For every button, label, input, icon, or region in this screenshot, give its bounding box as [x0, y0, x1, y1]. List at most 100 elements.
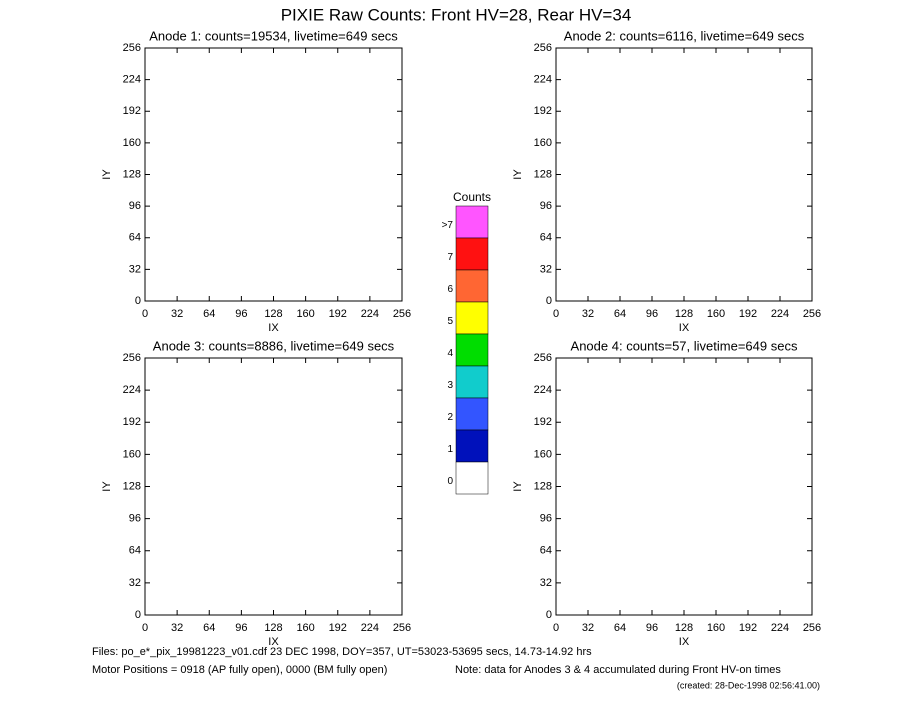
x-tick-label: 160: [296, 622, 314, 634]
y-tick-label: 128: [534, 480, 552, 492]
x-tick-label: 160: [707, 308, 725, 320]
plot-frame: [555, 357, 813, 616]
colorbar-cell: [455, 205, 489, 239]
x-tick-label: 96: [235, 622, 247, 634]
panel-title: Anode 4: counts=57, livetime=649 secs: [571, 338, 798, 353]
y-tick-label: 96: [540, 200, 552, 212]
colorbar-label: 0: [447, 476, 453, 487]
x-axis-label: IX: [268, 322, 279, 334]
x-tick-label: 96: [646, 622, 658, 634]
y-tick-label: 32: [540, 577, 552, 589]
x-tick-label: 32: [171, 622, 183, 634]
y-tick-label: 224: [123, 74, 141, 86]
colorbar-label: 6: [447, 284, 453, 295]
y-tick-label: 160: [123, 137, 141, 149]
y-tick-label: 128: [123, 168, 141, 180]
y-tick-label: 32: [129, 577, 141, 589]
x-tick-label: 64: [614, 622, 626, 634]
colorbar-cell: [455, 333, 489, 367]
colorbar-cell: [455, 429, 489, 463]
y-tick-label: 32: [540, 263, 552, 275]
y-tick-label: 0: [135, 295, 141, 307]
x-tick-label: 224: [771, 622, 789, 634]
y-tick-label: 256: [123, 352, 141, 364]
y-tick-label: 32: [129, 263, 141, 275]
y-axis-label: IY: [101, 169, 113, 180]
x-tick-label: 192: [739, 308, 757, 320]
y-tick-label: 0: [546, 609, 552, 621]
x-tick-label: 32: [171, 308, 183, 320]
plot-frame: [144, 357, 403, 616]
x-tick-label: 128: [264, 622, 282, 634]
y-tick-label: 256: [534, 42, 552, 54]
colorbar-cell: [455, 301, 489, 335]
panel-title: Anode 3: counts=8886, livetime=649 secs: [153, 338, 395, 353]
y-tick-label: 256: [534, 352, 552, 364]
x-tick-label: 0: [553, 308, 559, 320]
x-tick-label: 64: [203, 308, 215, 320]
colorbar-label: 7: [447, 252, 453, 263]
footer-created: (created: 28-Dec-1998 02:56:41.00): [677, 680, 820, 690]
colorbar-cell: [455, 365, 489, 399]
y-tick-label: 0: [135, 609, 141, 621]
x-tick-label: 224: [361, 308, 379, 320]
colorbar-cell: [455, 461, 489, 495]
footer-motor: Motor Positions = 0918 (AP fully open), …: [92, 664, 387, 676]
y-tick-label: 192: [123, 416, 141, 428]
colorbar-cell: [455, 237, 489, 271]
x-tick-label: 192: [329, 308, 347, 320]
y-tick-label: 96: [540, 513, 552, 525]
colorbar-label: 2: [447, 412, 453, 423]
y-tick-label: 64: [129, 545, 141, 557]
colorbar-label: >7: [442, 220, 454, 231]
x-tick-label: 96: [646, 308, 658, 320]
y-tick-label: 64: [540, 545, 552, 557]
y-tick-label: 256: [123, 42, 141, 54]
y-tick-label: 128: [123, 480, 141, 492]
colorbar-label: 4: [447, 348, 453, 359]
y-tick-label: 192: [534, 105, 552, 117]
y-tick-label: 160: [123, 448, 141, 460]
x-tick-label: 128: [675, 308, 693, 320]
y-tick-label: 160: [534, 448, 552, 460]
x-tick-label: 256: [803, 622, 821, 634]
x-tick-label: 0: [142, 308, 148, 320]
plot-frame: [555, 47, 813, 302]
y-axis-label: IY: [512, 481, 524, 492]
y-axis-label: IY: [101, 481, 113, 492]
x-tick-label: 160: [296, 308, 314, 320]
colorbar-label: 5: [447, 316, 453, 327]
x-tick-label: 256: [393, 622, 411, 634]
x-axis-label: IX: [679, 636, 690, 648]
colorbar-label: 3: [447, 380, 453, 391]
y-tick-label: 128: [534, 168, 552, 180]
panel-title: Anode 1: counts=19534, livetime=649 secs: [149, 28, 398, 43]
footer-files: Files: po_e*_pix_19981223_v01.cdf 23 DEC…: [92, 646, 592, 658]
y-tick-label: 192: [123, 105, 141, 117]
x-tick-label: 256: [393, 308, 411, 320]
x-tick-label: 0: [142, 622, 148, 634]
y-tick-label: 0: [546, 295, 552, 307]
y-tick-label: 96: [129, 513, 141, 525]
x-tick-label: 0: [553, 622, 559, 634]
main-title: PIXIE Raw Counts: Front HV=28, Rear HV=3…: [281, 5, 632, 24]
x-tick-label: 64: [614, 308, 626, 320]
y-tick-label: 224: [534, 384, 552, 396]
colorbar-label: 1: [447, 444, 453, 455]
y-tick-label: 160: [534, 137, 552, 149]
x-tick-label: 32: [582, 308, 594, 320]
panel-title: Anode 2: counts=6116, livetime=649 secs: [564, 28, 805, 43]
y-tick-label: 64: [129, 232, 141, 244]
x-tick-label: 256: [803, 308, 821, 320]
y-tick-label: 224: [534, 74, 552, 86]
colorbar-cell: [455, 397, 489, 431]
y-tick-label: 192: [534, 416, 552, 428]
y-tick-label: 96: [129, 200, 141, 212]
y-tick-label: 224: [123, 384, 141, 396]
x-tick-label: 192: [329, 622, 347, 634]
x-tick-label: 128: [264, 308, 282, 320]
x-tick-label: 192: [739, 622, 757, 634]
x-tick-label: 96: [235, 308, 247, 320]
x-tick-label: 32: [582, 622, 594, 634]
